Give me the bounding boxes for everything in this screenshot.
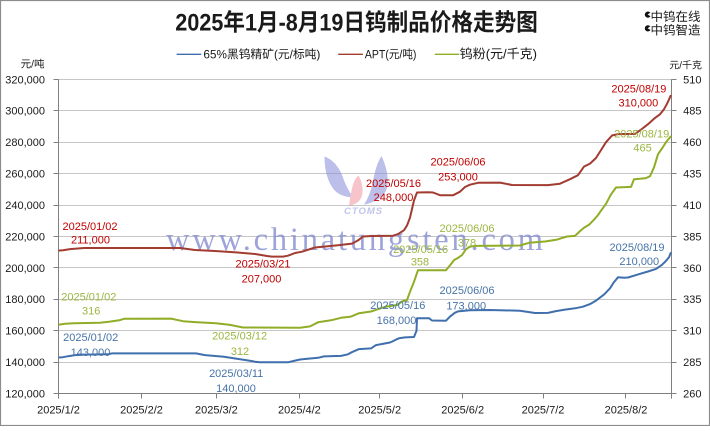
svg-text:2025/7/2: 2025/7/2 (522, 405, 565, 417)
svg-text:465: 465 (633, 143, 651, 155)
svg-text:160,000: 160,000 (5, 326, 45, 338)
svg-text:168,000: 168,000 (377, 315, 417, 327)
svg-text:2025/05/16: 2025/05/16 (393, 244, 448, 256)
svg-text:253,000: 253,000 (438, 171, 478, 183)
svg-text:2025/3/2: 2025/3/2 (195, 405, 238, 417)
svg-text:335: 335 (683, 294, 701, 306)
svg-text:2025/03/21: 2025/03/21 (235, 258, 290, 270)
svg-text:2025/01/02: 2025/01/02 (62, 221, 117, 233)
svg-text:220,000: 220,000 (5, 231, 45, 243)
svg-text:2025/8/2: 2025/8/2 (605, 405, 648, 417)
svg-text:358: 358 (411, 257, 429, 269)
svg-text:2025/06/06: 2025/06/06 (430, 156, 485, 168)
svg-text:435: 435 (683, 169, 701, 181)
svg-text:140,000: 140,000 (5, 357, 45, 369)
svg-text:385: 385 (683, 231, 701, 243)
svg-text:207,000: 207,000 (242, 273, 282, 285)
svg-text:173,000: 173,000 (446, 300, 486, 312)
svg-text:240,000: 240,000 (5, 200, 45, 212)
svg-text:2025/01/02: 2025/01/02 (63, 332, 118, 344)
svg-text:2025/05/16: 2025/05/16 (370, 300, 425, 312)
svg-text:285: 285 (683, 357, 701, 369)
svg-text:260: 260 (683, 389, 701, 401)
svg-text:510: 510 (683, 74, 701, 86)
svg-text:310,000: 310,000 (619, 98, 659, 110)
svg-text:360: 360 (683, 263, 701, 275)
svg-text:140,000: 140,000 (216, 383, 256, 395)
svg-text:2025/03/12: 2025/03/12 (212, 331, 267, 343)
svg-text:CTOMS: CTOMS (344, 206, 383, 217)
svg-text:460: 460 (683, 137, 701, 149)
svg-text:2025/2/2: 2025/2/2 (120, 405, 163, 417)
svg-text:2025/05/16: 2025/05/16 (366, 178, 421, 190)
svg-text:280,000: 280,000 (5, 137, 45, 149)
svg-text:410: 410 (683, 200, 701, 212)
svg-text:378: 378 (458, 238, 476, 250)
svg-text:2025/01/02: 2025/01/02 (61, 291, 116, 303)
svg-text:143,000: 143,000 (71, 347, 111, 359)
svg-text:2025/06/06: 2025/06/06 (439, 223, 494, 235)
svg-text:210,000: 210,000 (619, 256, 659, 268)
svg-text:320,000: 320,000 (5, 74, 45, 86)
svg-text:2025/08/19: 2025/08/19 (614, 129, 669, 141)
svg-text:2025/4/2: 2025/4/2 (278, 405, 321, 417)
svg-text:2025/08/19: 2025/08/19 (611, 83, 666, 95)
svg-text:211,000: 211,000 (71, 235, 110, 247)
svg-text:260,000: 260,000 (5, 169, 45, 181)
svg-text:200,000: 200,000 (5, 263, 45, 275)
svg-text:2025/08/19: 2025/08/19 (609, 242, 664, 254)
svg-text:180,000: 180,000 (5, 294, 45, 306)
svg-text:248,000: 248,000 (374, 192, 414, 204)
svg-text:2025/03/11: 2025/03/11 (209, 368, 263, 380)
svg-text:120,000: 120,000 (5, 389, 45, 401)
svg-text:2025/06/06: 2025/06/06 (439, 285, 494, 297)
svg-text:2025/5/2: 2025/5/2 (358, 405, 401, 417)
svg-text:2025/6/2: 2025/6/2 (441, 405, 484, 417)
svg-text:310: 310 (683, 326, 701, 338)
svg-text:312: 312 (231, 346, 249, 358)
svg-text:300,000: 300,000 (5, 106, 45, 118)
svg-text:316: 316 (82, 306, 100, 318)
svg-text:2025/1/2: 2025/1/2 (37, 405, 80, 417)
svg-text:485: 485 (683, 106, 701, 118)
